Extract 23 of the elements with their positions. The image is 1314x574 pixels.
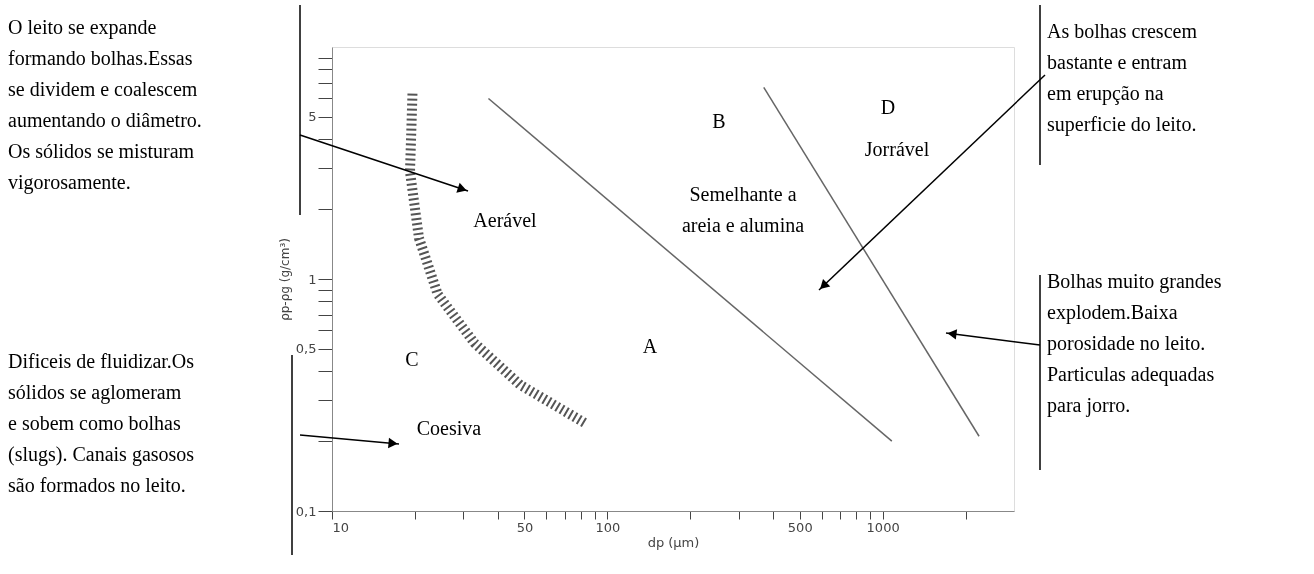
annotation: A: [642, 335, 658, 357]
y-tick-label: 0,1: [295, 503, 317, 519]
text: As bolhas crescem bastante e entram em erupção na superficie do leito.: [1047, 20, 1198, 136]
annotation: Semelhante a areia e alumina: [681, 183, 805, 236]
x-tick-label: 10: [332, 519, 350, 535]
annotation: C: [405, 348, 419, 370]
x-axis-title: dp (μm): [647, 534, 700, 550]
x-tick-label: 500: [787, 519, 813, 535]
annotation: Coesiva: [416, 417, 482, 439]
y-axis-title: ρp-ρg (g/cm³): [277, 238, 292, 321]
annotation: B: [712, 110, 726, 132]
y-tick-label: 5: [308, 109, 317, 125]
annotation: D: [880, 96, 896, 118]
annotation: Aerável: [473, 209, 538, 231]
annotation: Jorrável: [864, 138, 930, 160]
x-tick-label: 50: [516, 519, 534, 535]
x-tick-label: 100: [595, 519, 621, 535]
x-tick-label: 1000: [866, 519, 900, 535]
text: Dificeis de fluidizar.Os sólidos se aglomeram e sobem como bolhas (slugs). Canais gasosos são formados no leito.: [8, 350, 195, 496]
text: O leito se expande formando bolhas.Essas se dividem e coalescem aumentando o diâmetro. Os sólidos se misturam vigorosamente.: [8, 16, 202, 194]
y-tick-label: 0,5: [295, 341, 317, 357]
text: Bolhas muito grandes explodem.Baixa porosidade no leito. Particulas adequadas para jorro.: [1047, 270, 1222, 417]
y-tick-label: 1: [308, 271, 317, 287]
